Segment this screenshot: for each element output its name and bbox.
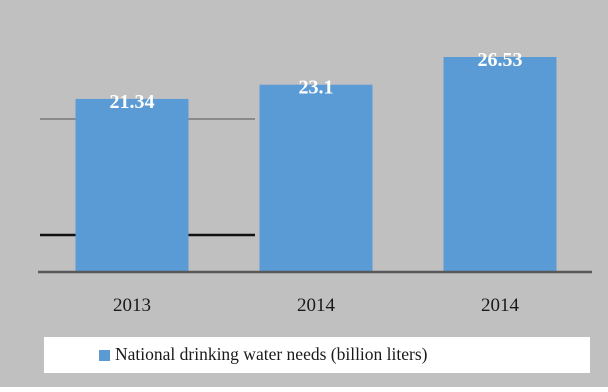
data-label-1: 23.1 bbox=[299, 77, 334, 99]
x-tick-label-0: 2013 bbox=[113, 295, 151, 316]
legend-label: National drinking water needs (billion l… bbox=[115, 344, 428, 364]
data-label-0: 21.34 bbox=[110, 91, 155, 113]
x-tick-labels-layer: 2013 2014 2014 bbox=[113, 295, 520, 316]
x-tick-label-1: 2014 bbox=[297, 295, 336, 316]
x-tick-label-2: 2014 bbox=[481, 295, 520, 316]
bar-1 bbox=[259, 84, 373, 271]
data-label-2: 26.53 bbox=[478, 49, 523, 71]
legend-box bbox=[44, 337, 590, 373]
data-labels-layer: 21.34 23.1 26.53 bbox=[110, 49, 523, 113]
legend-swatch bbox=[99, 350, 110, 361]
legend: National drinking water needs (billion l… bbox=[44, 337, 590, 373]
bar-0 bbox=[75, 98, 189, 272]
bars-layer bbox=[75, 57, 557, 272]
bar-2 bbox=[443, 57, 557, 271]
